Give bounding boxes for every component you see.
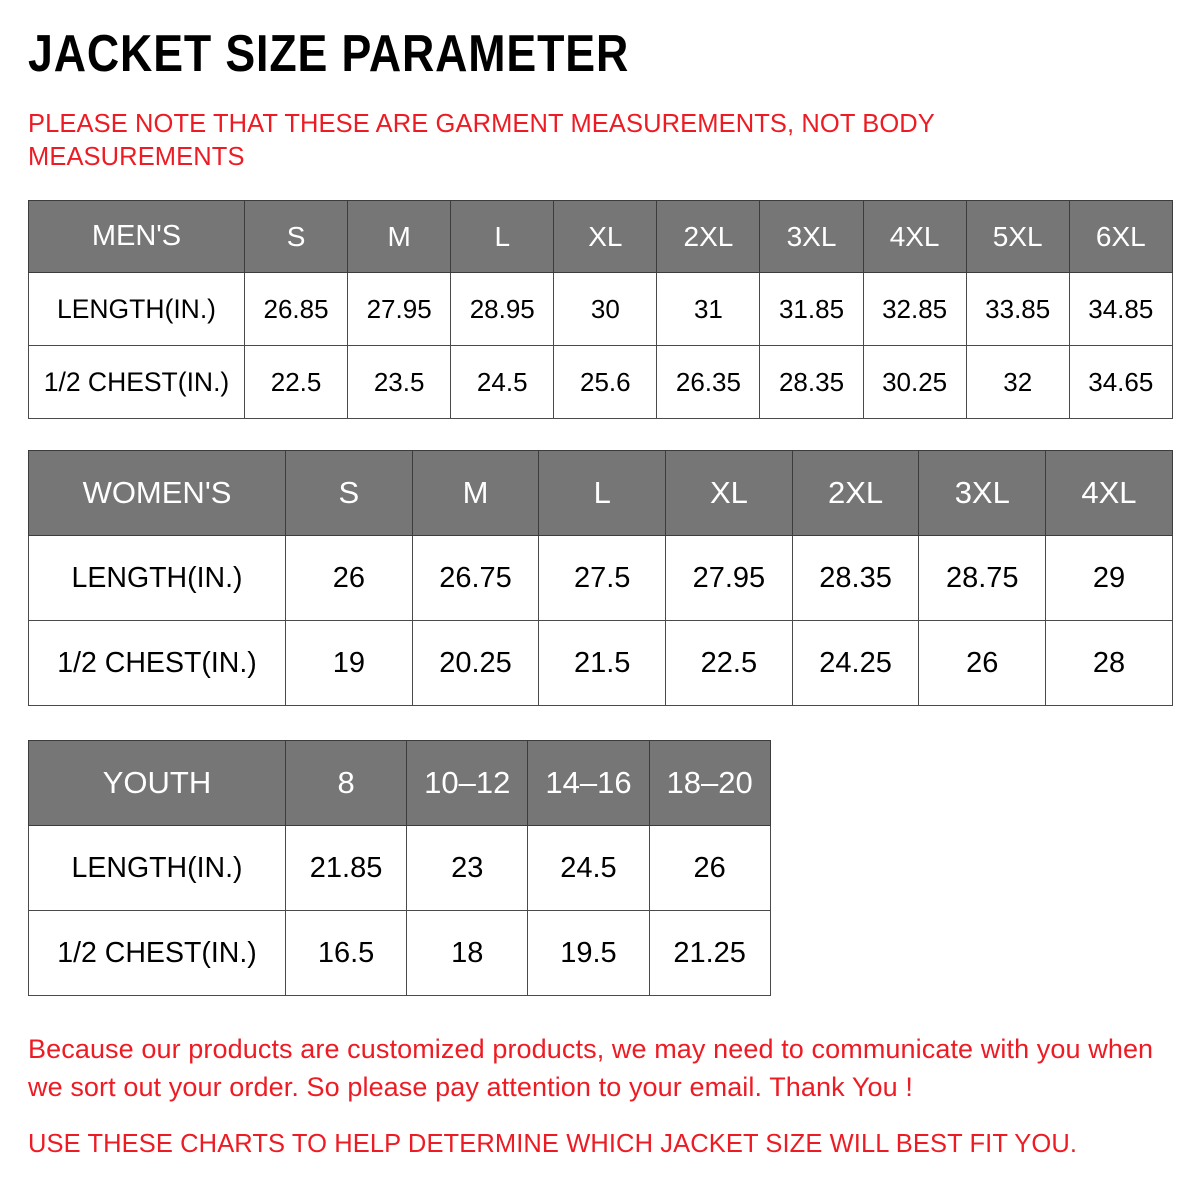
- table-row: LENGTH(IN.) 21.85 23 24.5 26: [28, 825, 771, 911]
- measurement-cell: 30.25: [862, 345, 967, 419]
- row-label: 1/2 CHEST(IN.): [28, 910, 286, 996]
- measurement-cell: 34.65: [1068, 345, 1173, 419]
- table-header-row: YOUTH 8 10–12 14–16 18–20: [28, 740, 771, 826]
- womens-size-header: 2XL: [791, 450, 920, 536]
- table-header-row: MEN'S S M L XL 2XL 3XL 4XL 5XL 6XL: [28, 200, 1173, 273]
- measurement-cell: 19: [285, 620, 413, 706]
- womens-table-head: WOMEN'S S M L XL 2XL 3XL 4XL: [28, 450, 1173, 536]
- mens-table-head: MEN'S S M L XL 2XL 3XL 4XL 5XL 6XL: [28, 200, 1173, 273]
- page-title: JACKET SIZE PARAMETER: [28, 25, 630, 83]
- chart-usage-note: USE THESE CHARTS TO HELP DETERMINE WHICH…: [28, 1130, 1078, 1158]
- measurement-cell: 20.25: [411, 620, 540, 706]
- row-label: 1/2 CHEST(IN.): [28, 345, 245, 419]
- measurement-cell: 26.75: [411, 535, 540, 621]
- measurement-cell: 27.95: [347, 272, 452, 346]
- measurement-cell: 18: [406, 910, 529, 996]
- measurement-cell: 31.85: [759, 272, 864, 346]
- row-label: 1/2 CHEST(IN.): [28, 620, 286, 706]
- mens-table-title: MEN'S: [28, 200, 245, 273]
- measurement-cell: 26: [648, 825, 771, 911]
- womens-size-header: M: [411, 450, 540, 536]
- measurement-cell: 23: [406, 825, 529, 911]
- measurement-cell: 34.85: [1068, 272, 1173, 346]
- youth-table-title: YOUTH: [28, 740, 286, 826]
- measurement-cell: 21.85: [284, 825, 408, 911]
- measurement-cell: 26.85: [243, 272, 349, 346]
- measurement-cell: 21.5: [538, 620, 667, 706]
- youth-size-header: 18–20: [648, 740, 771, 826]
- measurement-cell: 22.5: [665, 620, 793, 706]
- row-label: LENGTH(IN.): [28, 825, 286, 911]
- table-row: LENGTH(IN.) 26 26.75 27.5 27.95 28.35 28…: [28, 535, 1173, 621]
- youth-table-head: YOUTH 8 10–12 14–16 18–20: [28, 740, 771, 826]
- youth-size-table: YOUTH 8 10–12 14–16 18–20 LENGTH(IN.) 21…: [28, 740, 771, 996]
- measurement-cell: 22.5: [243, 345, 349, 419]
- measurement-cell: 26: [918, 620, 1047, 706]
- measurement-cell: 19.5: [527, 910, 650, 996]
- mens-size-header: 5XL: [965, 200, 1070, 273]
- mens-size-header: XL: [553, 200, 658, 273]
- measurement-cell: 24.5: [450, 345, 555, 419]
- measurement-cell: 28: [1045, 620, 1173, 706]
- measurement-cell: 28.95: [450, 272, 555, 346]
- womens-table-title: WOMEN'S: [28, 450, 286, 536]
- womens-size-table: WOMEN'S S M L XL 2XL 3XL 4XL LENGTH(IN.)…: [28, 450, 1173, 706]
- womens-size-header: L: [538, 450, 667, 536]
- measurement-cell: 21.25: [648, 910, 771, 996]
- measurement-cell: 24.5: [527, 825, 650, 911]
- mens-size-table: MEN'S S M L XL 2XL 3XL 4XL 5XL 6XL LENGT…: [28, 200, 1173, 419]
- measurement-cell: 27.95: [665, 535, 793, 621]
- measurement-cell: 23.5: [347, 345, 452, 419]
- mens-size-header: 2XL: [656, 200, 761, 273]
- womens-size-header: 4XL: [1045, 450, 1173, 536]
- measurement-cell: 30: [553, 272, 658, 346]
- womens-size-header: 3XL: [918, 450, 1047, 536]
- table-row: 1/2 CHEST(IN.) 22.5 23.5 24.5 25.6 26.35…: [28, 345, 1173, 419]
- table-row: 1/2 CHEST(IN.) 19 20.25 21.5 22.5 24.25 …: [28, 620, 1173, 706]
- measurement-cell: 28.35: [759, 345, 864, 419]
- measurement-cell: 28.35: [791, 535, 920, 621]
- row-label: LENGTH(IN.): [28, 272, 245, 346]
- measurement-cell: 32: [965, 345, 1070, 419]
- measurement-cell: 31: [656, 272, 761, 346]
- youth-size-header: 10–12: [406, 740, 529, 826]
- measurement-cell: 24.25: [791, 620, 920, 706]
- womens-table-body: LENGTH(IN.) 26 26.75 27.5 27.95 28.35 28…: [28, 535, 1173, 706]
- mens-size-header: 4XL: [862, 200, 967, 273]
- mens-size-header: L: [450, 200, 555, 273]
- customization-note: Because our products are customized prod…: [28, 1034, 1154, 1103]
- mens-size-header: 6XL: [1068, 200, 1173, 273]
- measurement-cell: 26: [285, 535, 413, 621]
- measurement-cell: 27.5: [538, 535, 667, 621]
- mens-size-header: M: [347, 200, 452, 273]
- garment-measurement-note: PLEASE NOTE THAT THESE ARE GARMENT MEASU…: [28, 110, 935, 171]
- mens-size-header: 3XL: [759, 200, 864, 273]
- measurement-cell: 33.85: [965, 272, 1070, 346]
- measurement-cell: 25.6: [553, 345, 658, 419]
- youth-table-body: LENGTH(IN.) 21.85 23 24.5 26 1/2 CHEST(I…: [28, 825, 771, 996]
- measurement-cell: 32.85: [862, 272, 967, 346]
- mens-size-header: S: [243, 200, 349, 273]
- womens-size-header: XL: [665, 450, 793, 536]
- table-header-row: WOMEN'S S M L XL 2XL 3XL 4XL: [28, 450, 1173, 536]
- measurement-cell: 26.35: [656, 345, 761, 419]
- youth-size-header: 14–16: [527, 740, 650, 826]
- measurement-cell: 29: [1045, 535, 1173, 621]
- youth-size-header: 8: [284, 740, 408, 826]
- mens-table-body: LENGTH(IN.) 26.85 27.95 28.95 30 31 31.8…: [28, 272, 1173, 419]
- table-row: LENGTH(IN.) 26.85 27.95 28.95 30 31 31.8…: [28, 272, 1173, 346]
- measurement-cell: 28.75: [918, 535, 1047, 621]
- row-label: LENGTH(IN.): [28, 535, 286, 621]
- table-row: 1/2 CHEST(IN.) 16.5 18 19.5 21.25: [28, 910, 771, 996]
- measurement-cell: 16.5: [284, 910, 408, 996]
- womens-size-header: S: [285, 450, 413, 536]
